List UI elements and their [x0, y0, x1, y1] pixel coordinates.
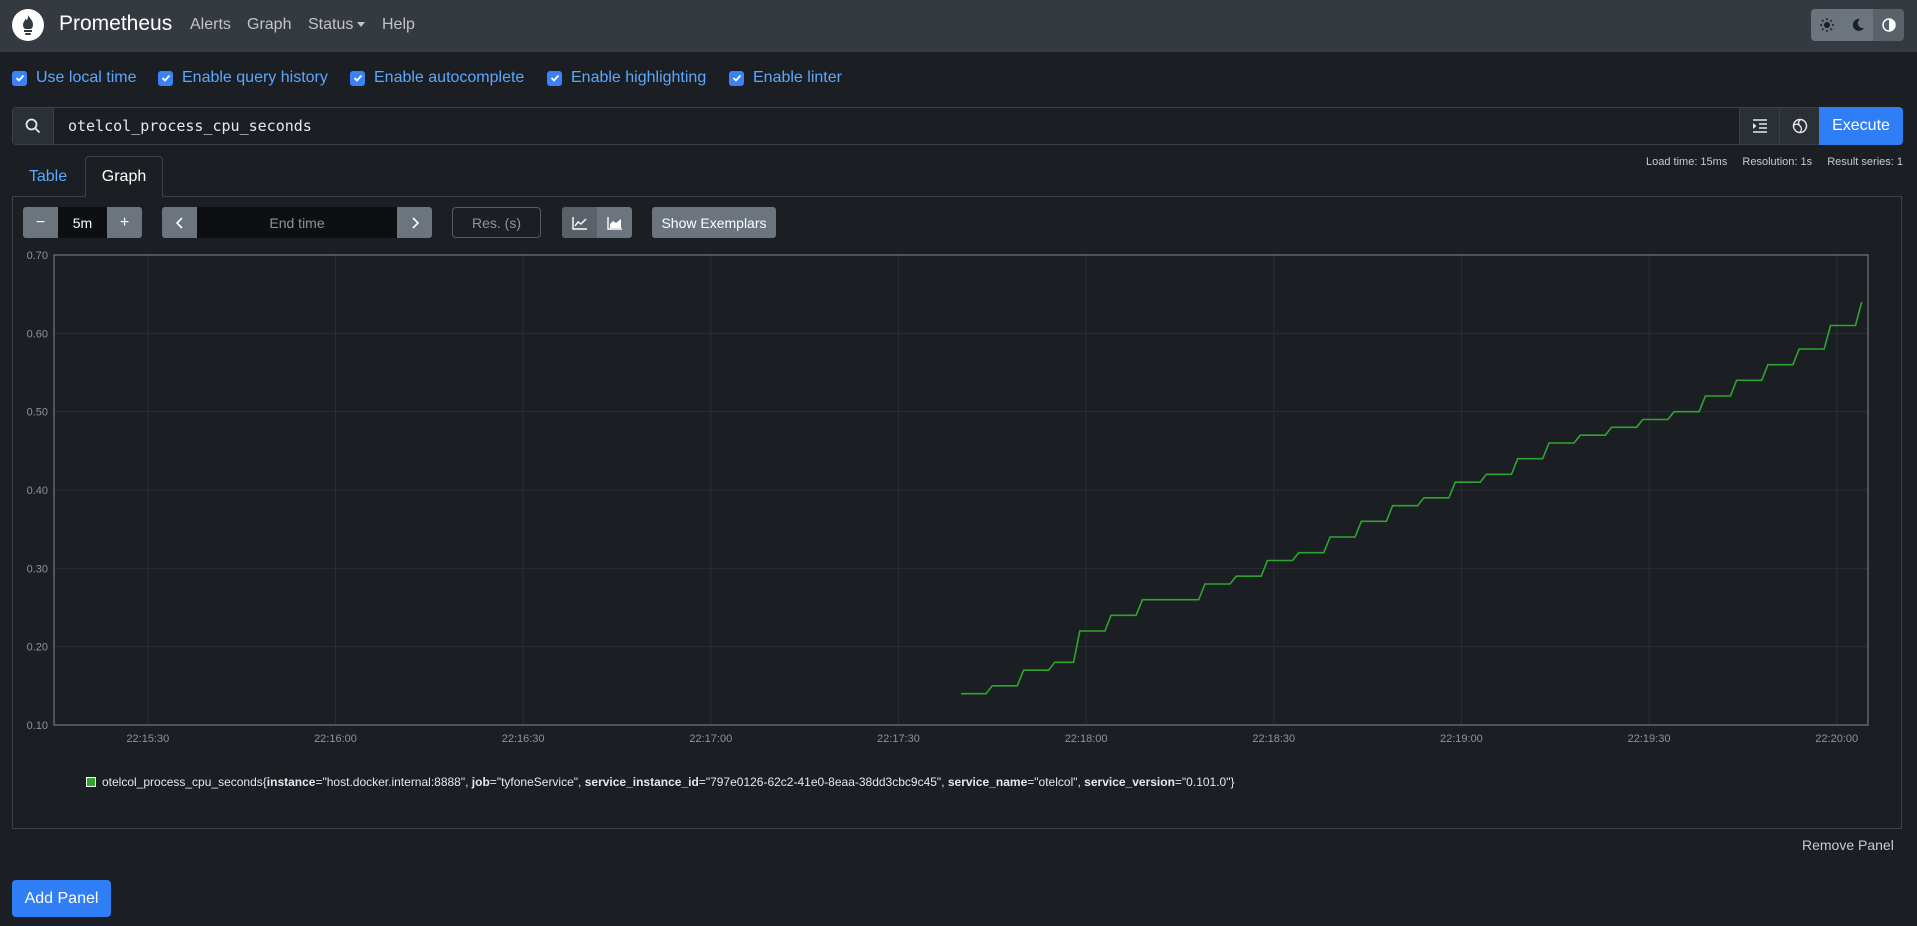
chevron-down-icon: [357, 22, 366, 28]
unstacked-chart-button[interactable]: [562, 207, 597, 238]
tab-table[interactable]: Table: [28, 167, 68, 185]
legend-label-key: service_version: [1084, 775, 1175, 789]
checkbox-checked-icon[interactable]: [158, 70, 173, 86]
legend-label-value: "otelcol": [1034, 775, 1078, 789]
legend-label-key: service_name: [947, 775, 1028, 789]
tab-graph[interactable]: Graph: [85, 156, 163, 197]
series-line: [961, 301, 1863, 695]
query-input[interactable]: otelcol_process_cpu_seconds: [68, 117, 312, 135]
area-chart-icon: [606, 216, 622, 230]
prometheus-logo-icon[interactable]: [12, 9, 44, 41]
checkbox-checked-icon[interactable]: [12, 70, 27, 86]
x-tick-label: 22:19:30: [1628, 733, 1671, 745]
resolution: Resolution: 1s: [1742, 156, 1813, 168]
search-icon: [13, 108, 54, 144]
query-stats: Load time: 15ms Resolution: 1s Result se…: [1634, 156, 1903, 168]
nav-help[interactable]: Help: [382, 16, 415, 33]
load-time: Load time: 15ms: [1646, 156, 1728, 168]
chevron-right-icon: [411, 216, 419, 229]
option-label: Enable query history: [182, 69, 328, 86]
option-use-local-time[interactable]: Use local time: [12, 69, 136, 87]
chart-legend[interactable]: otelcol_process_cpu_seconds{ instance = "h…: [86, 775, 1235, 789]
next-time-button[interactable]: [397, 207, 432, 238]
graph-panel: [12, 196, 1902, 829]
moon-icon[interactable]: [1842, 9, 1873, 41]
x-axis: 22:15:30 22:16:00 22:16:30 22:17:00 22:17:30…: [126, 733, 1858, 745]
legend-label-key: service_instance_id: [584, 775, 699, 789]
line-chart-icon: [571, 216, 587, 230]
option-enable-highlighting[interactable]: Enable highlighting: [547, 69, 706, 87]
chevron-left-icon: [175, 216, 183, 229]
show-exemplars-button[interactable]: Show Exemplars: [652, 207, 776, 238]
x-tick-label: 22:17:30: [877, 733, 920, 745]
plot-border: [53, 254, 1869, 726]
checkbox-checked-icon[interactable]: [547, 70, 562, 86]
y-tick-label: 0.50: [27, 407, 48, 419]
series-color-swatch: [86, 777, 96, 787]
legend-label-key: instance: [266, 775, 316, 789]
y-axis: 0.10 0.20 0.30 0.40 0.50 0.60 0.70: [27, 250, 48, 732]
legend-close-brace: }: [1230, 775, 1235, 789]
option-enable-linter[interactable]: Enable linter: [729, 69, 842, 87]
x-tick-label: 22:18:30: [1252, 733, 1295, 745]
x-tick-label: 22:15:30: [126, 733, 169, 745]
x-tick-label: 22:19:00: [1440, 733, 1483, 745]
x-tick-label: 22:16:30: [502, 733, 545, 745]
increase-range-button[interactable]: +: [107, 207, 142, 238]
checkbox-checked-icon[interactable]: [350, 70, 365, 86]
y-tick-label: 0.70: [27, 250, 48, 262]
x-tick-label: 22:17:00: [689, 733, 732, 745]
option-enable-query-history[interactable]: Enable query history: [158, 69, 328, 87]
legend-metric: otelcol_process_cpu_seconds: [102, 775, 263, 789]
result-series: Result series: 1: [1827, 156, 1903, 168]
option-label: Enable autocomplete: [374, 69, 525, 86]
remove-panel-link[interactable]: Remove Panel: [1802, 837, 1894, 853]
y-tick-label: 0.60: [27, 328, 48, 340]
metrics-explorer-icon[interactable]: [1779, 108, 1819, 144]
add-panel-button[interactable]: Add Panel: [12, 880, 111, 917]
checkbox-checked-icon[interactable]: [729, 70, 744, 86]
legend-label-key: job: [471, 775, 490, 789]
execute-button[interactable]: Execute: [1819, 107, 1903, 145]
format-expression-icon[interactable]: [1739, 108, 1779, 144]
legend-open-brace: {: [262, 775, 267, 789]
range-input[interactable]: 5m: [58, 207, 107, 238]
legend-label-value: "0.101.0": [1181, 775, 1231, 789]
resolution-input[interactable]: Res. (s): [452, 207, 541, 238]
nav-status-label: Status: [308, 16, 354, 33]
stacked-chart-button[interactable]: [597, 207, 632, 238]
decrease-range-button[interactable]: −: [23, 207, 58, 238]
x-tick-label: 22:20:00: [1815, 733, 1858, 745]
y-tick-label: 0.20: [27, 642, 48, 654]
contrast-icon[interactable]: [1873, 9, 1904, 41]
chart-series: [961, 301, 1863, 695]
nav-status[interactable]: Status: [308, 16, 366, 34]
navbar: Prometheus Alerts Graph Status Help: [0, 0, 1917, 52]
nav-alerts[interactable]: Alerts: [190, 16, 231, 33]
option-label: Enable linter: [753, 69, 842, 86]
chart-grid: [54, 254, 1868, 726]
y-tick-label: 0.30: [27, 563, 48, 575]
legend-label-value: "tyfoneService": [496, 775, 579, 789]
brand-title[interactable]: Prometheus: [59, 12, 173, 35]
theme-toggle-group: [1811, 9, 1904, 41]
x-tick-label: 22:18:00: [1065, 733, 1108, 745]
legend-label-value: "797e0126-62c2-41e0-8eaa-38dd3cbc9c45": [705, 775, 942, 789]
option-label: Use local time: [36, 69, 137, 86]
legend-label-value: "host.docker.internal:8888": [322, 775, 466, 789]
query-bar: otelcol_process_cpu_seconds Execute: [12, 107, 1903, 145]
sun-icon[interactable]: [1811, 9, 1842, 41]
option-enable-autocomplete[interactable]: Enable autocomplete: [350, 69, 524, 87]
option-label: Enable highlighting: [571, 69, 707, 86]
end-time-input[interactable]: End time: [197, 207, 397, 238]
y-tick-label: 0.40: [27, 485, 48, 497]
y-tick-label: 0.10: [27, 720, 48, 732]
previous-time-button[interactable]: [162, 207, 197, 238]
nav-graph[interactable]: Graph: [247, 16, 292, 33]
x-tick-label: 22:16:00: [314, 733, 357, 745]
